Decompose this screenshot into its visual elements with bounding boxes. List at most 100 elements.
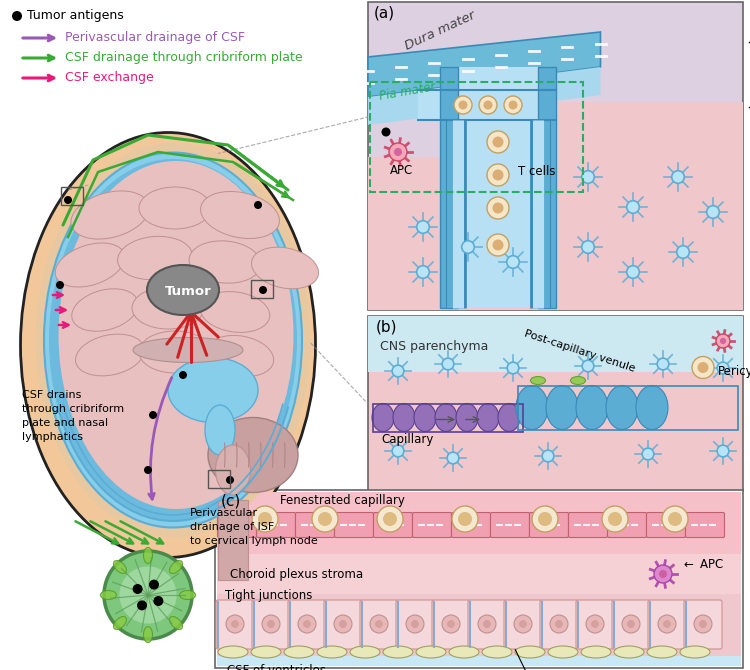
Text: Dura mater: Dura mater bbox=[403, 9, 478, 53]
Circle shape bbox=[375, 620, 383, 628]
Circle shape bbox=[672, 171, 684, 184]
Ellipse shape bbox=[571, 377, 586, 385]
Ellipse shape bbox=[113, 561, 127, 574]
Circle shape bbox=[555, 620, 563, 628]
Circle shape bbox=[668, 512, 682, 526]
Ellipse shape bbox=[530, 377, 545, 385]
Text: T cells: T cells bbox=[518, 165, 556, 178]
Circle shape bbox=[259, 286, 267, 294]
Circle shape bbox=[519, 620, 527, 628]
Bar bbox=[217, 492, 741, 554]
Ellipse shape bbox=[143, 626, 152, 643]
Circle shape bbox=[504, 96, 522, 114]
Circle shape bbox=[394, 148, 402, 156]
Circle shape bbox=[447, 620, 455, 628]
Circle shape bbox=[417, 266, 429, 278]
Text: Perivascular drainage of CSF: Perivascular drainage of CSF bbox=[65, 31, 245, 44]
Circle shape bbox=[133, 584, 142, 594]
Text: Pia mater: Pia mater bbox=[378, 80, 436, 103]
Circle shape bbox=[582, 241, 594, 253]
Polygon shape bbox=[368, 67, 601, 125]
Ellipse shape bbox=[498, 403, 520, 431]
Circle shape bbox=[458, 100, 467, 109]
Ellipse shape bbox=[20, 133, 316, 557]
FancyBboxPatch shape bbox=[608, 513, 646, 537]
Circle shape bbox=[720, 338, 726, 344]
Text: Tumor: Tumor bbox=[165, 285, 211, 298]
FancyBboxPatch shape bbox=[504, 600, 542, 649]
Ellipse shape bbox=[383, 646, 413, 658]
Ellipse shape bbox=[206, 336, 274, 377]
Ellipse shape bbox=[284, 646, 314, 658]
Ellipse shape bbox=[133, 338, 243, 362]
Circle shape bbox=[507, 256, 519, 268]
Bar bbox=[217, 594, 741, 656]
Ellipse shape bbox=[614, 646, 644, 658]
Text: Capillary: Capillary bbox=[381, 433, 433, 446]
Text: CSF drains
through cribriform
plate and nasal
lymphatics: CSF drains through cribriform plate and … bbox=[22, 390, 125, 442]
Circle shape bbox=[514, 615, 532, 633]
Ellipse shape bbox=[482, 646, 512, 658]
Text: Tumor antigens: Tumor antigens bbox=[27, 9, 124, 23]
Bar bbox=[368, 316, 743, 491]
FancyBboxPatch shape bbox=[452, 513, 491, 537]
Circle shape bbox=[454, 96, 472, 114]
Circle shape bbox=[657, 358, 669, 370]
Text: (a): (a) bbox=[374, 6, 395, 21]
Ellipse shape bbox=[143, 547, 152, 563]
Circle shape bbox=[298, 615, 316, 633]
Bar bbox=[538, 67, 556, 308]
FancyBboxPatch shape bbox=[396, 600, 434, 649]
Circle shape bbox=[706, 206, 719, 218]
Text: (c): (c) bbox=[221, 494, 242, 509]
Ellipse shape bbox=[200, 291, 270, 332]
Circle shape bbox=[442, 358, 454, 370]
Ellipse shape bbox=[546, 385, 578, 429]
Text: $\leftarrow$ APC: $\leftarrow$ APC bbox=[681, 558, 724, 571]
Circle shape bbox=[149, 580, 159, 590]
FancyBboxPatch shape bbox=[334, 513, 374, 537]
Bar bbox=[217, 656, 741, 666]
Ellipse shape bbox=[49, 159, 297, 521]
Ellipse shape bbox=[317, 646, 347, 658]
Circle shape bbox=[392, 365, 404, 377]
Circle shape bbox=[411, 620, 419, 628]
Circle shape bbox=[663, 620, 671, 628]
FancyBboxPatch shape bbox=[374, 513, 413, 537]
Ellipse shape bbox=[435, 403, 457, 431]
Ellipse shape bbox=[606, 385, 638, 429]
Ellipse shape bbox=[515, 646, 545, 658]
Bar bbox=[208, 470, 230, 488]
Circle shape bbox=[254, 201, 262, 209]
Bar bbox=[368, 2, 743, 310]
Circle shape bbox=[334, 615, 352, 633]
Bar bbox=[251, 280, 273, 298]
Circle shape bbox=[493, 137, 503, 147]
Ellipse shape bbox=[147, 265, 219, 315]
Circle shape bbox=[154, 596, 164, 606]
Circle shape bbox=[538, 512, 552, 526]
Circle shape bbox=[717, 362, 729, 374]
Circle shape bbox=[622, 615, 640, 633]
Ellipse shape bbox=[168, 358, 258, 423]
Circle shape bbox=[226, 476, 234, 484]
Circle shape bbox=[487, 164, 509, 186]
Circle shape bbox=[262, 615, 280, 633]
Circle shape bbox=[493, 202, 503, 214]
Circle shape bbox=[370, 615, 388, 633]
Circle shape bbox=[179, 371, 187, 379]
Text: CSF exchange: CSF exchange bbox=[65, 72, 154, 84]
Circle shape bbox=[458, 512, 472, 526]
Ellipse shape bbox=[76, 334, 145, 376]
Circle shape bbox=[602, 506, 628, 532]
Ellipse shape bbox=[647, 646, 677, 658]
Ellipse shape bbox=[477, 403, 499, 431]
Circle shape bbox=[507, 362, 519, 374]
Ellipse shape bbox=[200, 192, 280, 239]
Circle shape bbox=[392, 445, 404, 457]
Circle shape bbox=[312, 506, 338, 532]
Circle shape bbox=[662, 506, 688, 532]
Circle shape bbox=[231, 620, 239, 628]
Circle shape bbox=[226, 615, 244, 633]
Bar bbox=[537, 102, 743, 310]
